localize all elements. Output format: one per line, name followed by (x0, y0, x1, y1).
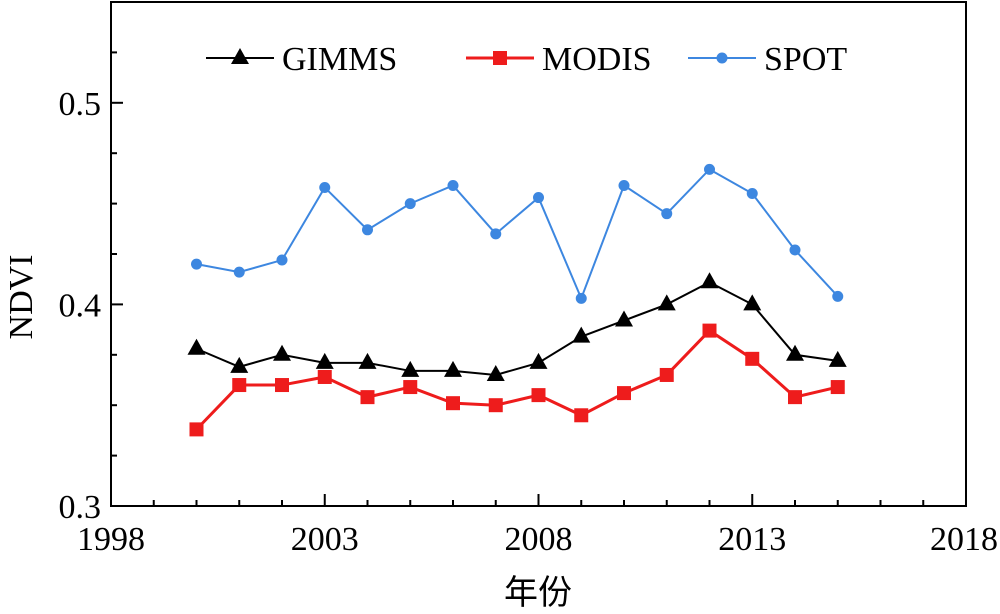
data-point-gimms (273, 344, 291, 361)
data-point-modis (317, 369, 332, 384)
data-point-gimms (786, 344, 804, 361)
legend-item-modis: MODIS (466, 41, 652, 78)
data-point-modis (488, 398, 503, 413)
legend-item-gimms: GIMMS (206, 41, 397, 78)
data-point-spot (832, 290, 844, 302)
data-point-gimms (358, 352, 377, 369)
series-line-modis (195, 328, 839, 431)
data-point-modis (360, 390, 375, 405)
data-point-spot (533, 192, 544, 204)
series-spot (191, 163, 844, 304)
data-point-modis (702, 323, 717, 338)
data-point-modis (830, 380, 845, 395)
y-axis-ticks: 0.3 0.4 0.5 (59, 51, 123, 526)
data-point-gimms (657, 294, 676, 311)
data-point-gimms (401, 360, 420, 377)
data-point-spot (704, 163, 715, 175)
data-point-spot (661, 208, 673, 220)
data-point-spot (191, 258, 202, 270)
legend-item-spot: SPOT (688, 41, 847, 78)
data-point-gimms (615, 310, 633, 327)
y-tick-label: 0.4 (59, 287, 102, 324)
legend-marker (493, 51, 507, 65)
data-point-spot (789, 244, 801, 256)
data-point-spot (490, 228, 502, 240)
series-line-gimms (196, 281, 838, 376)
data-point-modis (617, 386, 631, 401)
data-point-modis (659, 367, 674, 382)
data-point-gimms (444, 360, 462, 377)
data-point-gimms (828, 350, 847, 367)
data-point-modis (232, 378, 247, 393)
data-point-modis (403, 380, 418, 395)
y-tick-label: 0.3 (59, 489, 102, 526)
data-point-spot (618, 179, 630, 191)
y-axis-title: NDVI (3, 255, 40, 340)
data-point-spot (233, 266, 245, 278)
data-point-gimms (700, 272, 719, 289)
data-point-modis (275, 378, 289, 393)
data-point-gimms (529, 352, 548, 369)
legend-label: GIMMS (282, 41, 397, 78)
data-point-modis (531, 388, 546, 403)
data-point-spot (404, 198, 416, 210)
series-layer (187, 163, 847, 437)
data-point-gimms (572, 326, 591, 343)
data-point-gimms (187, 338, 206, 355)
x-axis-ticks: 1998 2003 2008 2013 2018 (77, 494, 998, 558)
data-point-gimms (315, 352, 334, 369)
legend-label: SPOT (764, 41, 847, 78)
x-tick-label: 2018 (930, 521, 998, 558)
legend-label: MODIS (542, 41, 652, 78)
data-point-modis (446, 396, 460, 411)
x-axis-title: 年份 (504, 574, 572, 612)
y-tick-label: 0.5 (59, 86, 102, 123)
data-point-modis (788, 390, 802, 405)
data-point-spot (746, 188, 758, 200)
data-point-modis (574, 408, 589, 423)
legend-marker (231, 48, 249, 64)
x-tick-label: 1998 (77, 521, 145, 558)
data-point-spot (319, 181, 331, 193)
x-tick-label: 2013 (718, 521, 786, 558)
data-point-spot (362, 224, 373, 236)
data-point-modis (189, 422, 204, 437)
data-point-gimms (230, 356, 249, 373)
series-modis (189, 323, 845, 437)
series-line-spot (196, 168, 839, 302)
data-point-gimms (743, 294, 762, 311)
data-point-spot (447, 179, 459, 191)
data-point-gimms (486, 364, 505, 381)
series-gimms (187, 272, 847, 381)
legend: GIMMS MODIS SPOT (206, 41, 847, 78)
x-tick-label: 2003 (291, 521, 359, 558)
legend-marker (716, 52, 728, 64)
data-point-spot (276, 254, 288, 266)
data-point-spot (575, 292, 587, 304)
data-point-modis (745, 351, 760, 366)
x-tick-label: 2008 (505, 521, 573, 558)
